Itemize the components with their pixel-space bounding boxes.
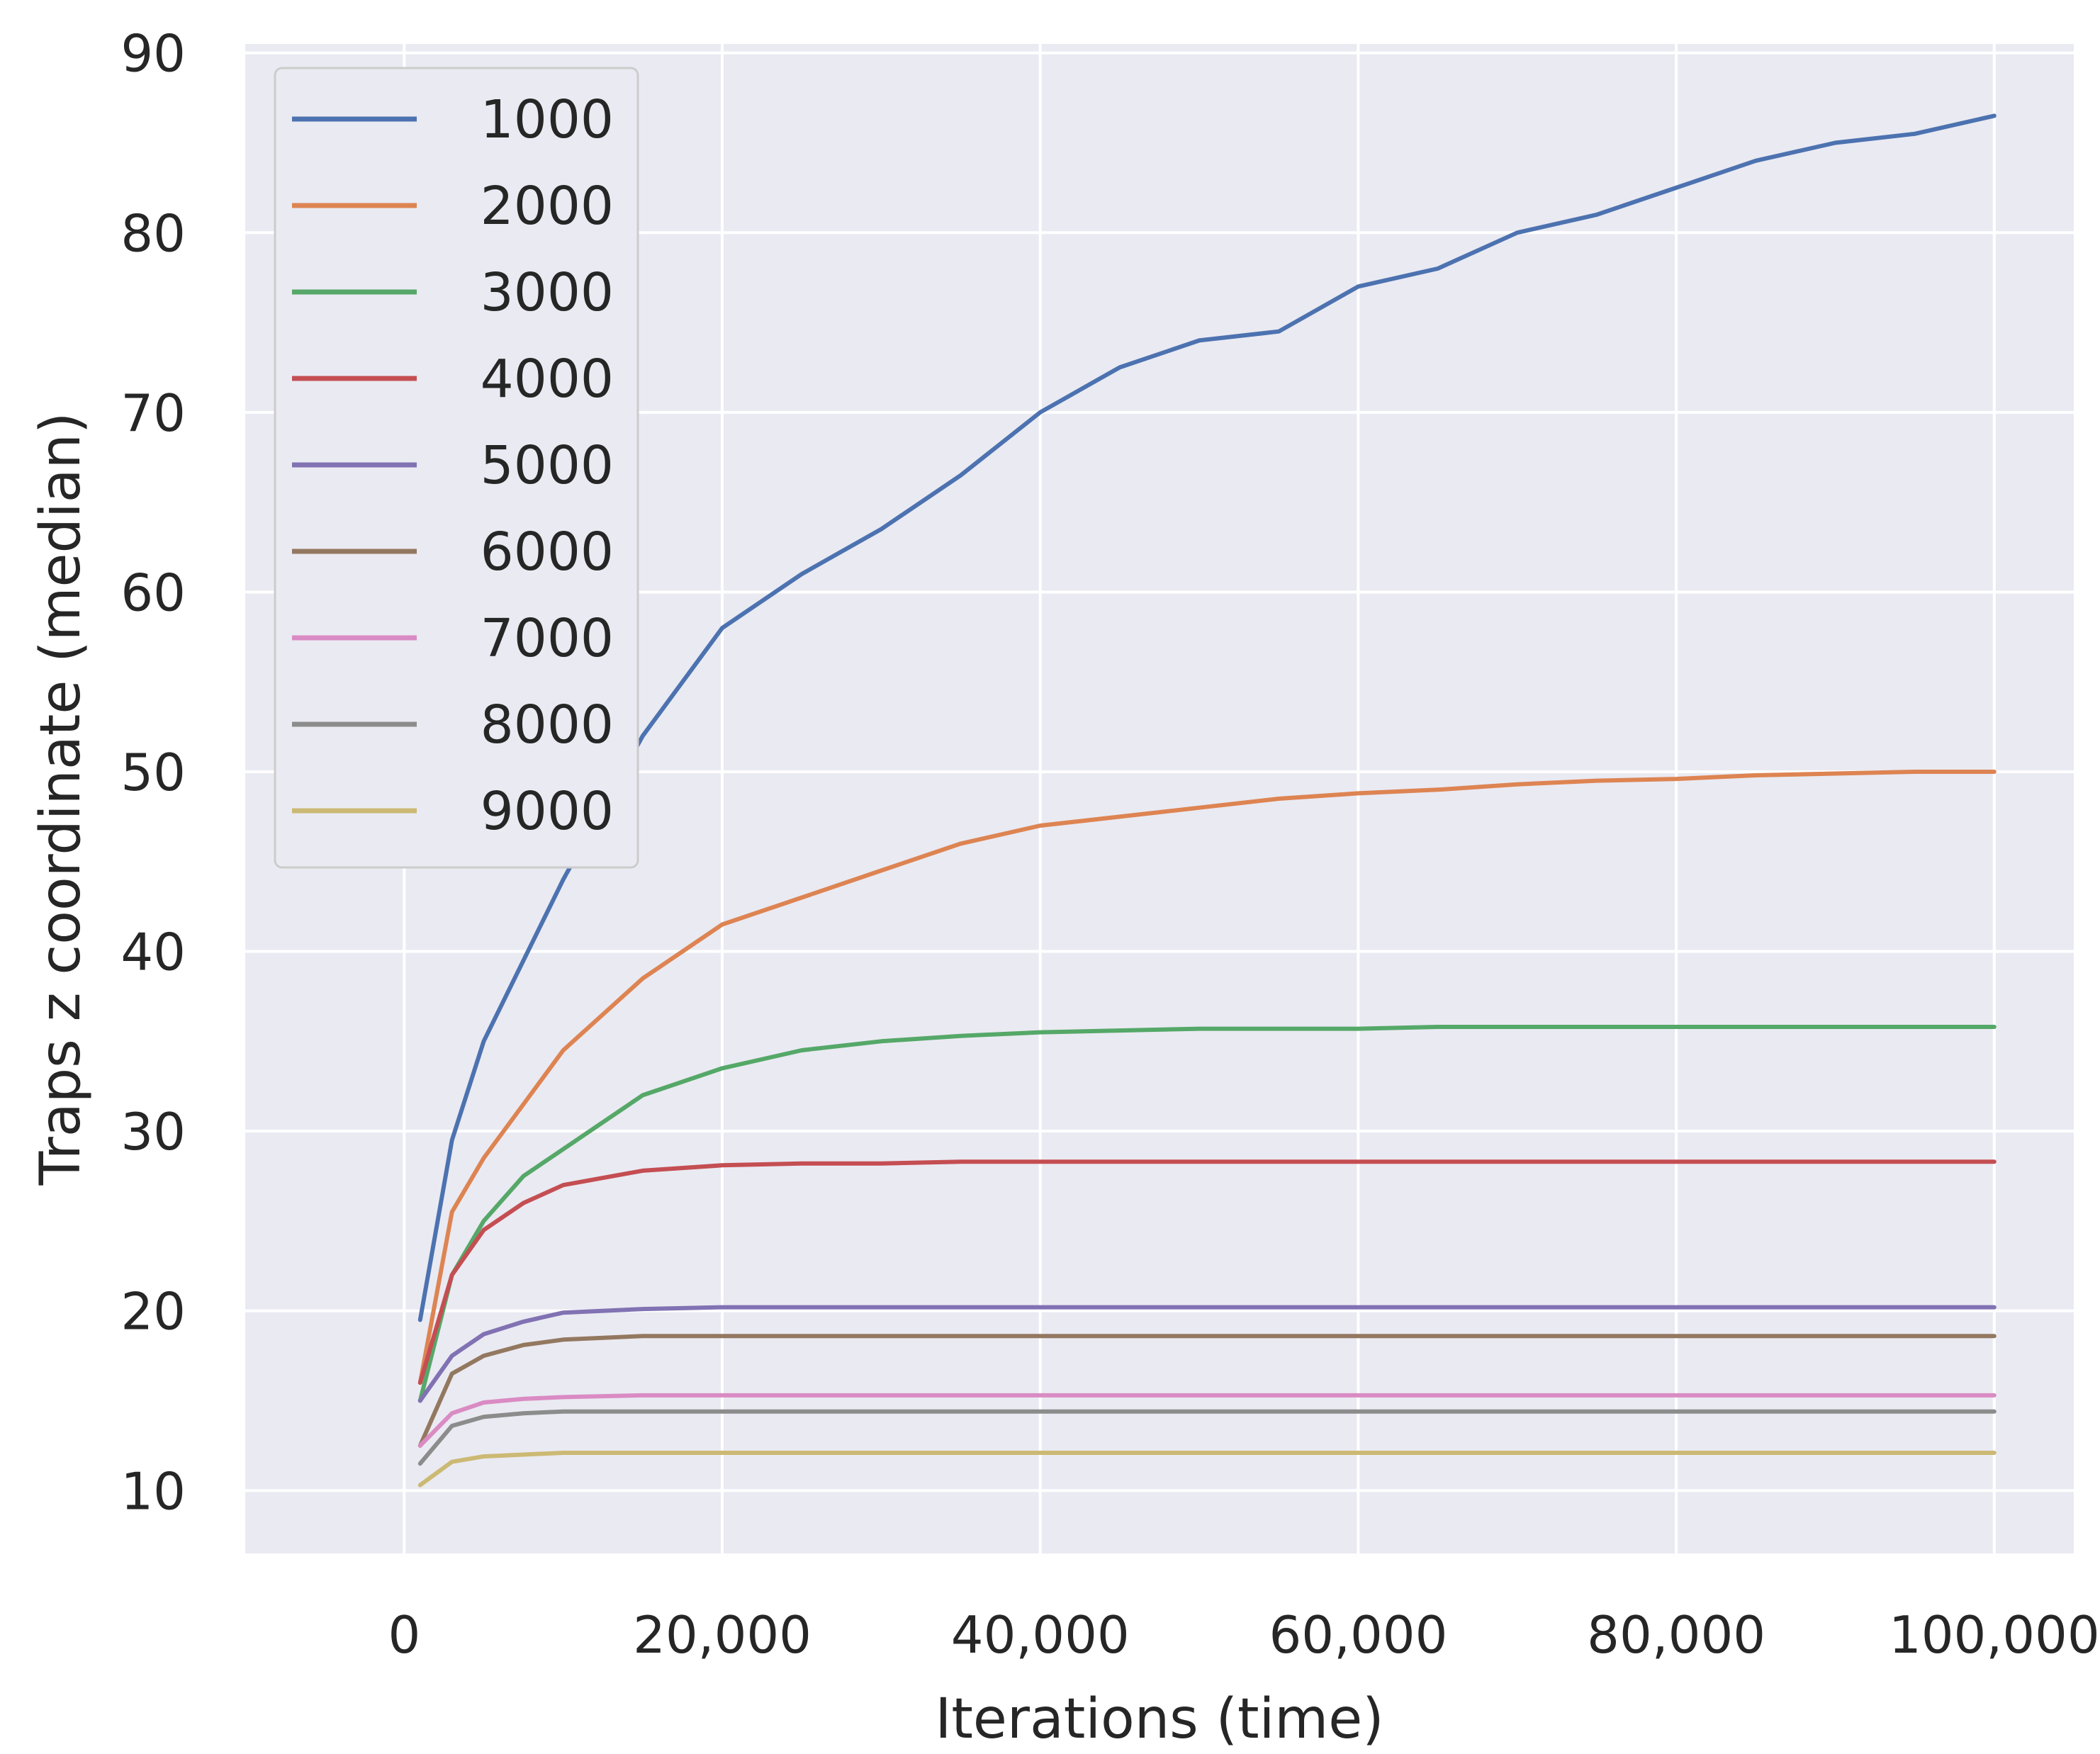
x-tick-labels: 0 20,000 40,000 60,000 80,000 100,000 bbox=[388, 1605, 2099, 1665]
legend-label-1000: 1000 bbox=[481, 89, 614, 150]
legend-label-5000: 5000 bbox=[481, 435, 614, 496]
x-tick-label: 40,000 bbox=[951, 1605, 1130, 1665]
x-tick-label: 80,000 bbox=[1587, 1605, 1765, 1665]
legend: 1000 2000 3000 4000 5000 6000 7000 8000 9000 bbox=[274, 67, 639, 869]
legend-label-8000: 8000 bbox=[481, 695, 614, 755]
series-line-9000 bbox=[417, 1451, 1997, 1488]
legend-label-2000: 2000 bbox=[481, 176, 614, 237]
y-tick-label: 40 bbox=[120, 923, 186, 982]
y-tick-label: 50 bbox=[120, 743, 186, 802]
legend-box bbox=[274, 67, 639, 869]
series-line-1000 bbox=[417, 113, 1997, 1322]
y-axis-label: Traps z coordinate (median) bbox=[29, 412, 93, 1186]
y-tick-label: 10 bbox=[120, 1461, 186, 1521]
series-line-6000 bbox=[417, 1334, 1997, 1448]
series-line-5000 bbox=[417, 1305, 1997, 1403]
x-tick-label: 0 bbox=[388, 1605, 420, 1665]
y-tick-label: 30 bbox=[120, 1102, 186, 1162]
y-tick-labels: 10 20 30 40 50 60 70 80 90 bbox=[120, 24, 186, 1522]
grid bbox=[245, 44, 2074, 1553]
y-tick-label: 90 bbox=[120, 24, 186, 84]
y-tick-label: 20 bbox=[120, 1282, 186, 1342]
legend-label-3000: 3000 bbox=[481, 262, 614, 323]
x-tick-label: 20,000 bbox=[633, 1605, 812, 1665]
series-line-2000 bbox=[417, 770, 1997, 1385]
legend-label-4000: 4000 bbox=[481, 349, 614, 410]
x-tick-label: 60,000 bbox=[1269, 1605, 1447, 1665]
series-line-8000 bbox=[417, 1409, 1997, 1466]
x-tick-label: 100,000 bbox=[1889, 1605, 2100, 1665]
series-line-3000 bbox=[417, 1025, 1997, 1403]
legend-label-7000: 7000 bbox=[481, 608, 614, 669]
legend-label-6000: 6000 bbox=[481, 522, 614, 583]
legend-label-9000: 9000 bbox=[481, 781, 614, 842]
y-tick-label: 80 bbox=[120, 203, 186, 263]
series-line-4000 bbox=[417, 1159, 1997, 1385]
series-line-7000 bbox=[417, 1393, 1997, 1448]
series-lines bbox=[417, 113, 1997, 1488]
x-axis-label: Iterations (time) bbox=[935, 1687, 1383, 1751]
y-tick-label: 60 bbox=[120, 563, 186, 622]
y-tick-label: 70 bbox=[120, 383, 186, 443]
